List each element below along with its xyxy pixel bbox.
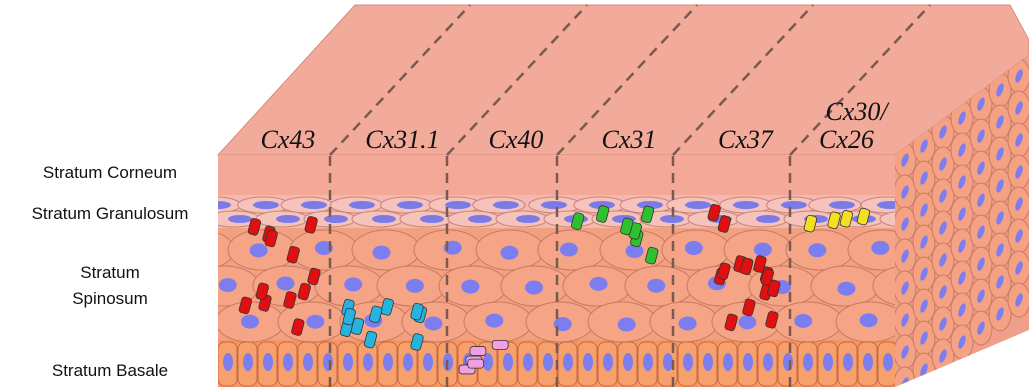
nucleus: [223, 353, 233, 371]
nucleus: [685, 201, 711, 209]
nucleus: [829, 201, 855, 209]
nucleus: [543, 353, 553, 371]
nucleus: [754, 243, 772, 257]
nucleus: [781, 201, 807, 209]
connexin: [468, 359, 484, 368]
connexin-label: Cx37: [718, 125, 774, 154]
nucleus: [323, 353, 333, 371]
nucleus: [685, 241, 703, 255]
connexin-label: Cx43: [261, 125, 316, 154]
layer-label: Stratum: [80, 263, 140, 282]
nucleus: [823, 353, 833, 371]
nucleus: [349, 201, 375, 209]
nucleus: [763, 353, 773, 371]
nucleus: [363, 353, 373, 371]
nucleus: [560, 243, 578, 257]
nucleus: [863, 353, 873, 371]
nucleus: [301, 201, 327, 209]
nucleus: [397, 201, 423, 209]
nucleus: [344, 277, 362, 291]
skin-diagram: Stratum Corneum Stratum Granulosum Stratum…: [0, 0, 1029, 389]
connexin-label: Cx30/: [825, 97, 890, 126]
nucleus: [243, 353, 253, 371]
nucleus: [743, 353, 753, 371]
connexin-label: Cx40: [489, 125, 544, 154]
nucleus: [516, 215, 540, 223]
nucleus: [373, 246, 391, 260]
nucleus: [618, 318, 636, 332]
nucleus: [679, 316, 697, 330]
nucleus: [500, 246, 518, 260]
nucleus: [420, 215, 444, 223]
nucleus: [403, 353, 413, 371]
nucleus: [733, 201, 759, 209]
nucleus: [423, 353, 433, 371]
nucleus: [383, 353, 393, 371]
connexin-label: Cx26: [819, 125, 874, 154]
nucleus: [703, 353, 713, 371]
nucleus: [445, 201, 471, 209]
nucleus: [860, 313, 878, 327]
nucleus: [525, 281, 543, 295]
nucleus: [228, 215, 252, 223]
nucleus: [468, 215, 492, 223]
connexin-label: Cx31.1: [365, 125, 439, 154]
nucleus: [623, 353, 633, 371]
nucleus: [663, 353, 673, 371]
nucleus: [343, 353, 353, 371]
nucleus: [241, 315, 259, 329]
nucleus: [276, 215, 300, 223]
nucleus: [794, 314, 812, 328]
nucleus: [303, 353, 313, 371]
nucleus: [783, 353, 793, 371]
nucleus: [590, 277, 608, 291]
cell: [166, 230, 234, 270]
nucleus: [283, 353, 293, 371]
nucleus: [563, 353, 573, 371]
front-face: [166, 155, 941, 387]
nucleus: [756, 215, 780, 223]
nucleus: [583, 353, 593, 371]
nucleus: [277, 276, 295, 290]
nucleus: [603, 353, 613, 371]
nucleus: [871, 241, 889, 255]
nucleus: [541, 201, 567, 209]
layer-label: Stratum Corneum: [43, 163, 177, 182]
nucleus: [461, 280, 479, 294]
nucleus: [306, 315, 324, 329]
layer-label: Spinosum: [72, 289, 148, 308]
nucleus: [738, 315, 756, 329]
nucleus: [324, 215, 348, 223]
nucleus: [808, 243, 826, 257]
nucleus: [250, 243, 268, 257]
connexin: [492, 340, 508, 349]
nucleus: [503, 353, 513, 371]
nucleus: [406, 279, 424, 293]
nucleus: [883, 353, 893, 371]
nucleus: [205, 201, 231, 209]
nucleus: [723, 353, 733, 371]
layer-label: Stratum Basale: [52, 361, 168, 380]
nucleus: [803, 353, 813, 371]
nucleus: [523, 353, 533, 371]
nucleus: [188, 244, 206, 258]
nucleus: [683, 353, 693, 371]
connexin-label: Cx31: [602, 125, 657, 154]
nucleus: [253, 201, 279, 209]
nucleus: [263, 353, 273, 371]
connexin: [470, 347, 486, 356]
nucleus: [219, 278, 237, 292]
nucleus: [643, 353, 653, 371]
nucleus: [843, 353, 853, 371]
nucleus: [647, 279, 665, 293]
nucleus: [372, 215, 396, 223]
nucleus: [837, 282, 855, 296]
layer-label: Stratum Granulosum: [32, 204, 189, 223]
nucleus: [424, 316, 442, 330]
nucleus: [493, 201, 519, 209]
nucleus: [485, 314, 503, 328]
